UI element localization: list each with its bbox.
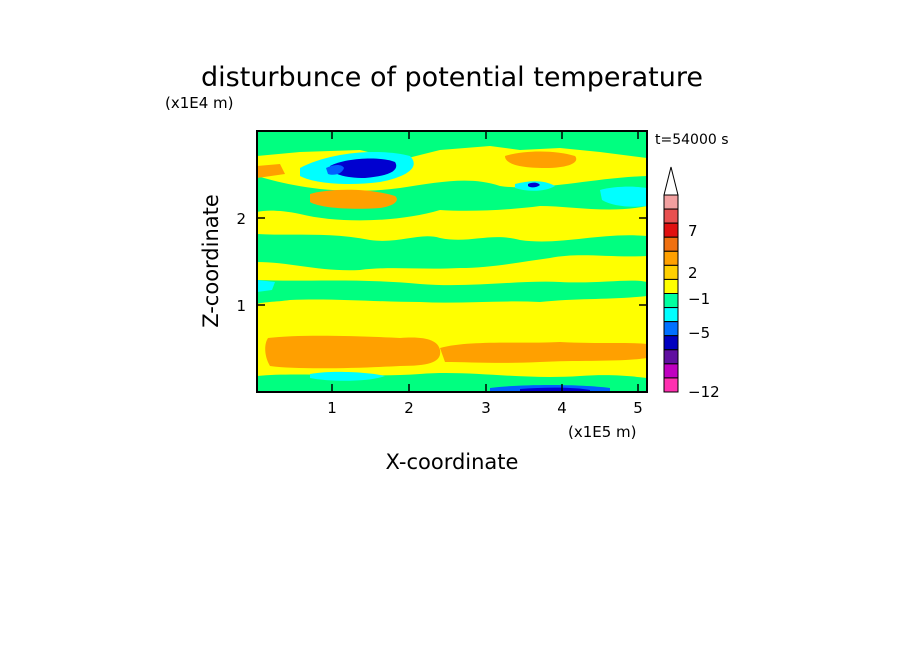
y-axis: [257, 217, 647, 306]
colorbar-label: −12: [688, 383, 720, 401]
colorbar-label: 7: [688, 222, 698, 240]
x-tick-label: 4: [557, 399, 567, 417]
colorbar-label: −5: [688, 324, 710, 342]
colorbar-segment: [663, 278, 679, 294]
x-tick-label: 1: [327, 399, 337, 417]
chart-title: disturbunce of potential temperature: [201, 62, 703, 93]
contour-neutral-low: [257, 280, 647, 304]
colorbar-segment: [663, 349, 679, 365]
x-tick-label: 5: [633, 399, 643, 417]
y-tick-label: 1: [236, 297, 246, 315]
contour-cool-right: [600, 186, 647, 207]
colorbar-segment: [663, 307, 679, 323]
colorbar-segment: [663, 250, 679, 266]
contour-warm-topleft: [257, 164, 285, 178]
contour-warm-upper-right: [505, 151, 577, 168]
colorbar-segment: [663, 363, 679, 379]
colorbar-label: 2: [688, 264, 698, 282]
time-label: t=54000 s: [655, 132, 729, 148]
x-axis: [331, 131, 639, 392]
contour-warm-lower-left: [265, 335, 441, 369]
y-tick-labels: 1 2: [236, 210, 246, 315]
x-unit-label: (x1E5 m): [568, 423, 637, 441]
colorbar-label: −1: [688, 290, 710, 308]
contour-cool-midleft: [257, 280, 275, 292]
colorbar-segment: [663, 194, 679, 210]
colorbar-segment: [663, 321, 679, 337]
colorbar-segment: [663, 377, 679, 393]
contour-cool-spot: [528, 182, 540, 188]
colorbar-segment: [663, 222, 679, 238]
x-tick-labels: 1 2 3 4 5: [327, 399, 643, 417]
contour-neutral-mid: [257, 234, 647, 271]
colorbar-segment: [663, 208, 679, 224]
colorbar-segment: [663, 236, 679, 252]
colorbar-segment: [663, 335, 679, 351]
contour-cool-strong: [330, 158, 397, 178]
y-axis-label: Z-coordinate: [199, 194, 223, 328]
y-unit-label: (x1E4 m): [165, 94, 234, 112]
colorbar-segment: [663, 264, 679, 280]
contour-warm-lower-right: [440, 342, 647, 363]
y-tick-label: 2: [236, 210, 246, 228]
x-axis-label: X-coordinate: [386, 450, 519, 474]
x-tick-label: 2: [404, 399, 414, 417]
contour-cool-bottom-strong: [520, 387, 590, 392]
contour-warm-upper-left: [310, 189, 397, 209]
colorbar-segment: [663, 293, 679, 309]
plot-frame: [256, 130, 648, 393]
contour-neutral-top: [257, 131, 647, 160]
contour-cool-blue-edge: [326, 165, 344, 175]
x-tick-label: 3: [481, 399, 491, 417]
contour-cool-bottom-left: [310, 371, 385, 381]
colorbar: [663, 166, 679, 393]
colorbar-extend-arrow: [663, 166, 679, 196]
colorbar-labels: 7 2 −1 −5 −12: [688, 222, 720, 401]
heatmap-field: [257, 131, 647, 392]
